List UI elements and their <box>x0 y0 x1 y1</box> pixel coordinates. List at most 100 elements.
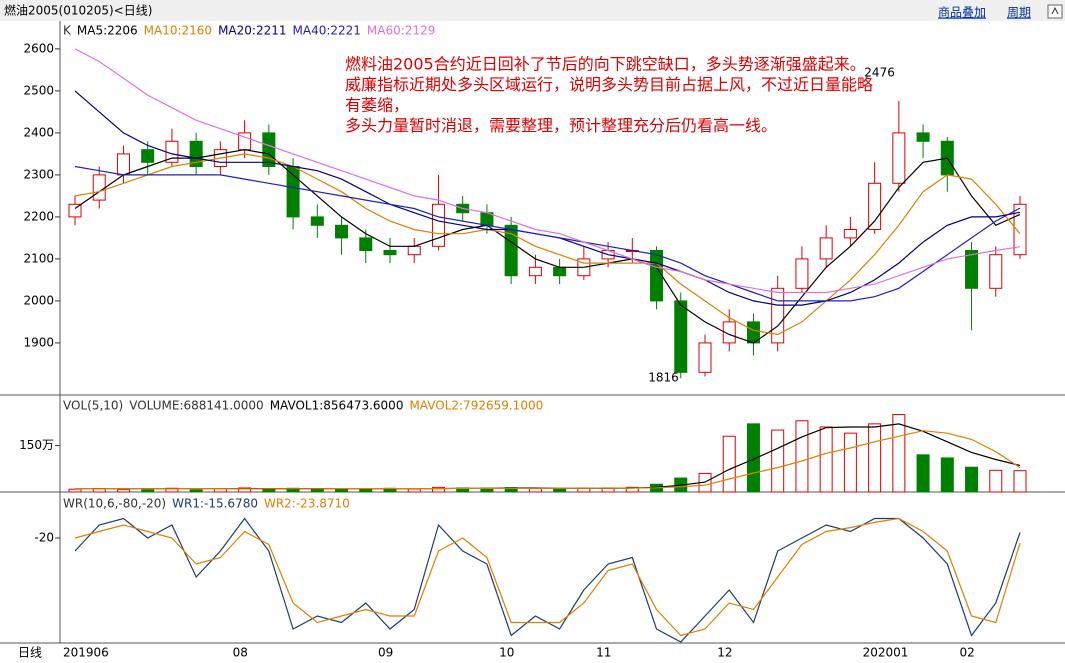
legend-entry: MAVOL2:792659.1000 <box>409 399 543 413</box>
y-tick-label: 2500 <box>23 83 54 97</box>
candle-body <box>916 132 930 142</box>
period-link[interactable]: 周期 <box>1007 6 1031 20</box>
volume-bar <box>843 432 857 493</box>
candle-body <box>674 300 688 373</box>
candle-body <box>650 250 664 302</box>
volume-bar <box>528 488 542 493</box>
candle-body <box>335 224 349 239</box>
max-label: 2476 <box>864 65 895 79</box>
candle-body <box>892 132 906 184</box>
candle-body <box>795 258 809 289</box>
panel-label: VOL(5,10) <box>63 399 123 413</box>
annotation: 威廉指标近期处多头区域运行，说明多头势目前占据上风，不过近日量能略 <box>345 75 873 94</box>
x-tick-label: 10 <box>499 646 514 660</box>
candle-body <box>286 165 300 218</box>
volume-bar <box>238 487 252 493</box>
volume-bar <box>771 429 785 493</box>
volume-bar <box>892 414 906 493</box>
candle-body <box>310 216 324 226</box>
x-tick-label: 02 <box>960 646 975 660</box>
candle-body <box>141 149 155 163</box>
volume-bar <box>795 420 809 493</box>
candle-body <box>116 153 130 176</box>
candle-body <box>528 266 542 277</box>
period-label: 日线 <box>18 646 42 660</box>
menu-button[interactable] <box>1047 4 1063 19</box>
overlay-link[interactable]: 商品叠加 <box>938 5 986 20</box>
volume-bar <box>407 488 421 493</box>
candle-body <box>383 250 397 256</box>
legend-entry: MA5:2206 <box>77 24 138 38</box>
candle-body <box>407 245 421 256</box>
line-series <box>74 517 1021 643</box>
candle-body <box>68 203 82 218</box>
volume-bar <box>819 426 833 493</box>
line-series <box>75 430 1021 490</box>
volume-bar <box>989 469 1003 493</box>
candle-body <box>771 287 785 344</box>
panel-label: WR(10,6,-80,-20) <box>63 497 166 511</box>
candle-body <box>989 254 1003 289</box>
annotation: 燃料油2005合约近日回补了节后的向下跳空缺口，多头势逐渐强盛起来。 <box>345 55 866 74</box>
line-series <box>74 517 1021 637</box>
window-title: 燃油2005(010205)<日线) <box>4 3 152 18</box>
volume-bar <box>916 454 930 493</box>
volume-bar <box>940 457 954 493</box>
y-tick-label: 2200 <box>23 209 54 223</box>
volume-bar <box>1013 470 1027 493</box>
x-tick-label: 12 <box>717 646 732 660</box>
volume-bar <box>431 486 445 493</box>
annotation: 有萎缩， <box>345 96 409 115</box>
line-series <box>74 165 1021 302</box>
y-tick-label: 1900 <box>23 335 54 349</box>
y-tick-label: 2100 <box>23 251 54 265</box>
x-tick-label: 201906 <box>63 646 109 660</box>
line-series <box>74 149 1021 344</box>
candle-body <box>189 140 203 167</box>
y-tick-label: -20 <box>34 531 54 545</box>
volume-bar <box>722 435 736 493</box>
y-tick-label: 2000 <box>23 293 54 307</box>
y-tick-label: 2300 <box>23 167 54 181</box>
volume-bar <box>868 423 882 493</box>
candle-body <box>359 237 373 252</box>
candle-body <box>965 250 979 289</box>
volume-bar <box>625 486 639 493</box>
candle-body <box>1013 203 1027 256</box>
volume-bar <box>310 488 324 493</box>
candle-body <box>843 229 857 239</box>
candle-body <box>262 132 276 167</box>
legend-entry: MA10:2160 <box>144 24 212 38</box>
legend-entry: MA40:2221 <box>293 24 361 38</box>
legend-entry: MAVOL1:856473.6000 <box>270 399 404 413</box>
candle-body <box>92 174 106 201</box>
x-tick-label: 08 <box>233 646 248 660</box>
title-bar <box>0 0 1065 21</box>
legend-entry: WR2:-23.8710 <box>264 497 350 511</box>
candle-body <box>431 203 445 247</box>
panel-label: K <box>63 24 72 38</box>
min-label: 1816 <box>648 371 679 385</box>
x-tick-label: 09 <box>378 646 393 660</box>
volume-bar <box>746 423 760 493</box>
candle-body <box>553 266 567 277</box>
line-series <box>74 153 1021 336</box>
y-tick-label: 2400 <box>23 125 54 139</box>
legend-entry: MA60:2129 <box>367 24 435 38</box>
legend-entry: WR1:-15.6780 <box>172 497 258 511</box>
candle-body <box>698 342 712 373</box>
candle-body <box>819 237 833 260</box>
candle-body <box>868 182 882 231</box>
volume-bar <box>189 488 203 493</box>
candle-body <box>722 321 736 344</box>
x-tick-label: 11 <box>596 646 611 660</box>
annotation: 多头力量暂时消退，需要整理，预计整理充分后仍看高一线。 <box>345 116 777 135</box>
volume-bar <box>68 488 82 493</box>
y-tick-label: 150万 <box>19 438 54 452</box>
menu-icon <box>1051 6 1059 15</box>
volume-bar <box>553 488 567 493</box>
volume-bar <box>165 487 179 493</box>
legend-entry: VOLUME:688141.0000 <box>129 399 263 413</box>
candle-body <box>504 224 518 277</box>
